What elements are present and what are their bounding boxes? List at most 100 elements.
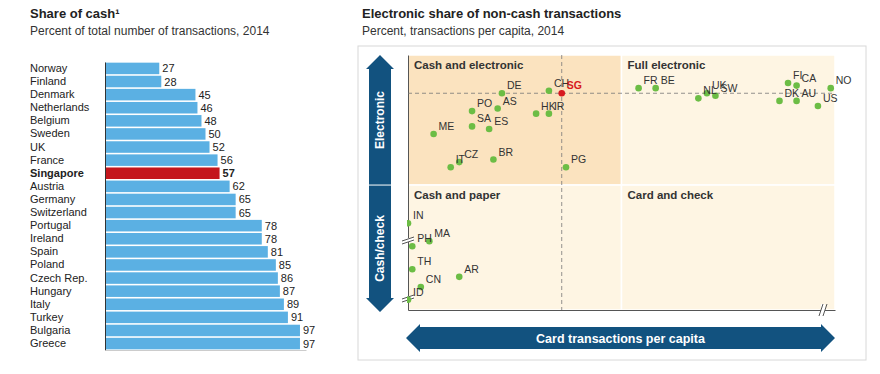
point bbox=[456, 274, 463, 281]
bar bbox=[105, 181, 230, 193]
point-label: MA bbox=[434, 227, 450, 239]
axis-line bbox=[106, 350, 307, 351]
point-label: BR bbox=[498, 146, 513, 158]
data-label: 56 bbox=[221, 154, 233, 166]
point-label: DK bbox=[784, 87, 799, 99]
point-label: DE bbox=[507, 79, 522, 91]
point bbox=[695, 95, 702, 102]
tick-label: Greece bbox=[30, 337, 66, 349]
data-label: 65 bbox=[239, 193, 251, 205]
bar bbox=[105, 115, 201, 127]
tick: Hungary bbox=[30, 285, 105, 297]
bar bbox=[105, 338, 300, 350]
bar bbox=[105, 128, 206, 140]
data-label: 65 bbox=[239, 207, 251, 219]
data-label: 97 bbox=[303, 324, 315, 336]
tick-label: Norway bbox=[30, 62, 68, 74]
data-label: 52 bbox=[213, 141, 225, 153]
tick: Sweden bbox=[30, 127, 105, 139]
point-label: IT bbox=[456, 153, 466, 165]
point-label: CZ bbox=[464, 148, 479, 160]
tick-label: Belgium bbox=[30, 114, 70, 126]
bar bbox=[105, 325, 300, 337]
bar bbox=[105, 233, 262, 245]
quadrant bbox=[622, 185, 836, 310]
quadrant bbox=[408, 55, 622, 185]
y-label-high: Electronic bbox=[373, 91, 387, 149]
points bbox=[407, 80, 834, 303]
tick-label: Hungary bbox=[30, 285, 72, 297]
data-label: 28 bbox=[164, 76, 176, 88]
data-label: 87 bbox=[283, 285, 295, 297]
tick-label: Austria bbox=[30, 180, 65, 192]
axis-line bbox=[409, 310, 836, 311]
tick-label: Ireland bbox=[30, 232, 64, 244]
axis-breaks bbox=[402, 237, 827, 316]
quadrant-label: Cash and paper bbox=[414, 189, 501, 201]
point-label: ME bbox=[439, 120, 455, 132]
bar bbox=[105, 299, 284, 311]
point-label: PO bbox=[477, 97, 492, 109]
data-label: 45 bbox=[198, 89, 210, 101]
point-label: SW bbox=[720, 82, 737, 94]
bar bbox=[105, 207, 236, 219]
data-label: 81 bbox=[271, 246, 283, 258]
point-label: ID bbox=[413, 286, 424, 298]
bar bbox=[105, 246, 268, 258]
quadrant-label: Card and check bbox=[628, 189, 714, 201]
data-labels: 2728454648505256576265657878818586878991… bbox=[162, 62, 315, 349]
axis-break bbox=[819, 304, 827, 316]
x-arrow bbox=[406, 324, 835, 352]
data-label: 27 bbox=[162, 62, 174, 74]
point-label: AU bbox=[802, 87, 817, 99]
tick-label: UK bbox=[30, 141, 46, 153]
point-label: SG bbox=[567, 79, 582, 91]
tick: Denmark bbox=[30, 88, 105, 100]
tick: Turkey bbox=[30, 311, 105, 323]
point bbox=[815, 103, 822, 110]
point-label: SA bbox=[477, 112, 491, 124]
point bbox=[558, 90, 565, 97]
figure: Share of cash¹Percent of total number of… bbox=[0, 0, 880, 374]
point-label: NL bbox=[703, 84, 717, 96]
data-label: 85 bbox=[279, 259, 291, 271]
tick: Belgium bbox=[30, 114, 105, 126]
point-label: US bbox=[823, 92, 838, 104]
point-label: CA bbox=[802, 72, 817, 84]
point bbox=[407, 297, 411, 304]
x-label: Card transactions per capita bbox=[536, 332, 706, 346]
tick: Greece bbox=[30, 337, 105, 349]
tick: UK bbox=[30, 141, 105, 153]
tick: Poland bbox=[30, 258, 105, 270]
title: Share of cash¹ bbox=[30, 6, 120, 21]
point bbox=[546, 87, 553, 94]
tick: Finland bbox=[30, 75, 105, 87]
data-label: 89 bbox=[287, 298, 299, 310]
tick-label: Poland bbox=[30, 258, 64, 270]
axis-break-gap bbox=[821, 304, 825, 316]
tick-label: Netherlands bbox=[30, 101, 90, 113]
quadrants: Cash and electronic Full electronic Cash a… bbox=[408, 55, 835, 310]
point bbox=[563, 164, 570, 171]
data-label: 78 bbox=[265, 233, 277, 245]
bar bbox=[105, 167, 220, 179]
point bbox=[827, 85, 834, 92]
quadrant-label: Full electronic bbox=[628, 59, 707, 71]
subtitle: Percent, transactions per capita, 2014 bbox=[362, 24, 564, 38]
tick: Bulgaria bbox=[30, 324, 105, 336]
bar bbox=[105, 312, 288, 324]
tick-label: Turkey bbox=[30, 311, 64, 323]
data-label: 97 bbox=[303, 338, 315, 350]
bar bbox=[105, 285, 280, 297]
axis-break bbox=[402, 237, 414, 244]
data-label: 48 bbox=[204, 115, 216, 127]
tick: Germany bbox=[30, 193, 105, 205]
point-label: CN bbox=[426, 273, 441, 285]
tick: Austria bbox=[30, 180, 105, 192]
quadrant-label: Cash and electronic bbox=[414, 59, 524, 71]
tick-label: Switzerland bbox=[30, 206, 87, 218]
bar bbox=[105, 259, 276, 271]
data-label: 50 bbox=[209, 128, 221, 140]
point bbox=[409, 243, 416, 250]
point bbox=[785, 80, 792, 87]
